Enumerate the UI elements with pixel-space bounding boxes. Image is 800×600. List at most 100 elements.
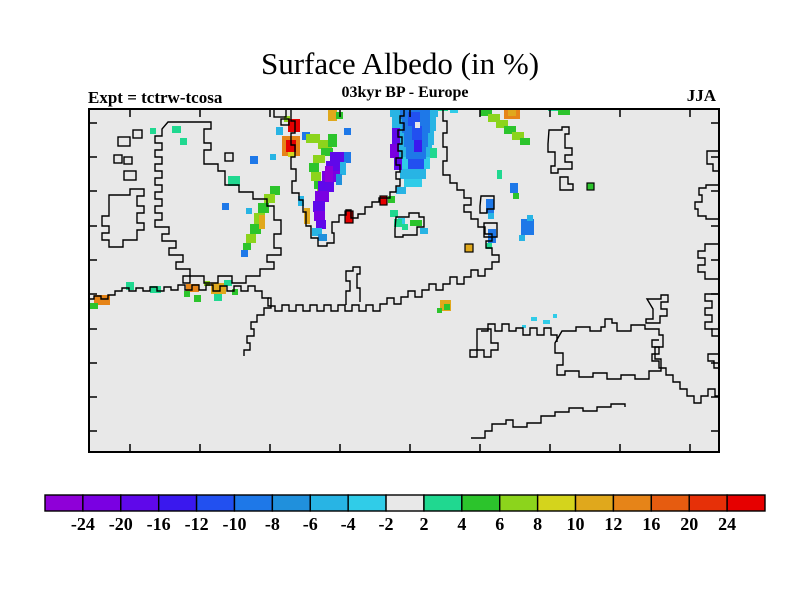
colorbar-cell: [347, 494, 387, 512]
colorbar-label: -20: [109, 514, 133, 534]
ringed-anomaly-dot: [464, 243, 474, 253]
anomaly-patch: [408, 159, 424, 169]
anomaly-patch: [328, 134, 337, 147]
anomaly-patch: [560, 100, 572, 108]
coastline-lake-vanern: [394, 212, 425, 238]
anomaly-patch: [314, 211, 325, 221]
anomaly-patch: [270, 186, 280, 195]
anomaly-patch: [527, 215, 533, 221]
anomaly-patch: [232, 289, 238, 295]
island-outline: [113, 154, 123, 164]
colorbar-cell: [423, 494, 463, 512]
colorbar-cell: [499, 494, 539, 512]
anomaly-patch: [480, 109, 492, 116]
anomaly-patch: [286, 140, 296, 152]
colorbar-label: 2: [419, 514, 428, 534]
colorbar-cell: [157, 494, 198, 512]
anomaly-patch: [311, 172, 321, 181]
patch-group-scotland-band: [150, 126, 280, 257]
anomaly-patch: [222, 203, 229, 210]
patch-group-scandes-blue-band: [388, 109, 438, 234]
anomaly-patch: [315, 191, 329, 202]
colorbar-label: 8: [533, 514, 542, 534]
anomaly-patch: [250, 224, 261, 234]
anomaly-patch: [512, 132, 524, 140]
island-outline: [123, 170, 137, 181]
coastline-norway-sweden-coast: [290, 109, 405, 247]
anomaly-patch: [553, 314, 557, 318]
anomaly-patch: [520, 138, 530, 145]
colorbar-label: 6: [495, 514, 504, 534]
colorbar-cell: [233, 494, 274, 512]
anomaly-patch: [412, 126, 422, 140]
anomaly-patch: [312, 228, 322, 236]
anomaly-patch: [241, 250, 248, 257]
colorbar-label: -6: [303, 514, 318, 534]
anomaly-patch: [390, 210, 398, 217]
colorbar-label: -16: [147, 514, 171, 534]
coastline-caspian-coast: [704, 293, 719, 343]
coastline-east-med-coast: [471, 403, 626, 439]
anomaly-patch: [336, 174, 342, 185]
page-title: Surface Albedo (in %): [260, 46, 540, 81]
anomaly-patch: [270, 154, 276, 160]
anomaly-patch: [340, 162, 346, 175]
colorbar-label: 12: [604, 514, 622, 534]
ringed-anomaly-dot: [344, 210, 354, 224]
anomaly-patch: [486, 199, 494, 213]
anomaly-patch: [513, 193, 519, 199]
colorbar-cell: [536, 494, 577, 512]
anomaly-patch: [410, 220, 422, 226]
anomaly-patch: [325, 166, 333, 182]
colorbar-cell: [461, 494, 501, 512]
patch-group-northeast-diagonal-band: [438, 100, 572, 145]
anomaly-patch: [488, 114, 500, 122]
anomaly-patch: [313, 155, 325, 163]
coastline-biscay-coast: [243, 297, 272, 356]
colorbar-label: 16: [642, 514, 660, 534]
colorbar-cell: [309, 494, 349, 512]
coastline-greece: [469, 328, 499, 358]
anomaly-patch: [228, 176, 240, 186]
anomaly-patch: [531, 317, 537, 321]
anomaly-patch: [288, 152, 295, 157]
anomaly-patch: [194, 295, 201, 302]
island-outline: [280, 118, 290, 126]
anomaly-patch: [330, 152, 346, 162]
subtitle: 03kyr BP - Europe: [341, 84, 469, 101]
anomaly-patch: [400, 169, 426, 179]
anomaly-patch: [508, 109, 516, 116]
island-outline: [273, 109, 287, 118]
ringed-anomaly-dot: [379, 195, 388, 206]
coastline-white-sea: [547, 126, 573, 174]
colorbar-cell: [688, 494, 728, 512]
coastline-black-sea: [554, 318, 664, 380]
island-outline: [224, 152, 234, 162]
anomaly-patch: [437, 308, 442, 313]
anomaly-patch: [328, 109, 337, 121]
anomaly-patch: [344, 128, 351, 135]
colorbar-cell: [44, 494, 84, 512]
anomaly-patch: [94, 295, 110, 305]
coastline-right-edge-nub: [706, 150, 719, 172]
coastline-caucasus-coast: [651, 339, 719, 404]
anomaly-patch: [276, 127, 283, 135]
anomaly-patch: [496, 120, 508, 128]
anomaly-patch: [318, 181, 334, 192]
anomaly-patch: [180, 138, 187, 145]
anomaly-patch: [344, 152, 351, 163]
anomaly-patch: [246, 234, 256, 243]
anomaly-patch: [172, 126, 181, 133]
map-inner: [89, 100, 719, 439]
coastline-lake-finland-2: [483, 222, 498, 238]
anomaly-patch: [313, 201, 325, 212]
map-frame-border: [88, 108, 720, 453]
anomaly-patch: [519, 235, 525, 241]
coastline-ireland: [101, 188, 145, 248]
anomaly-patch: [402, 224, 408, 230]
colorbar-label: 24: [718, 514, 736, 534]
island-outline: [123, 156, 133, 165]
coastline-sea-of-azov: [645, 294, 669, 324]
colorbar-label: -4: [341, 514, 356, 534]
